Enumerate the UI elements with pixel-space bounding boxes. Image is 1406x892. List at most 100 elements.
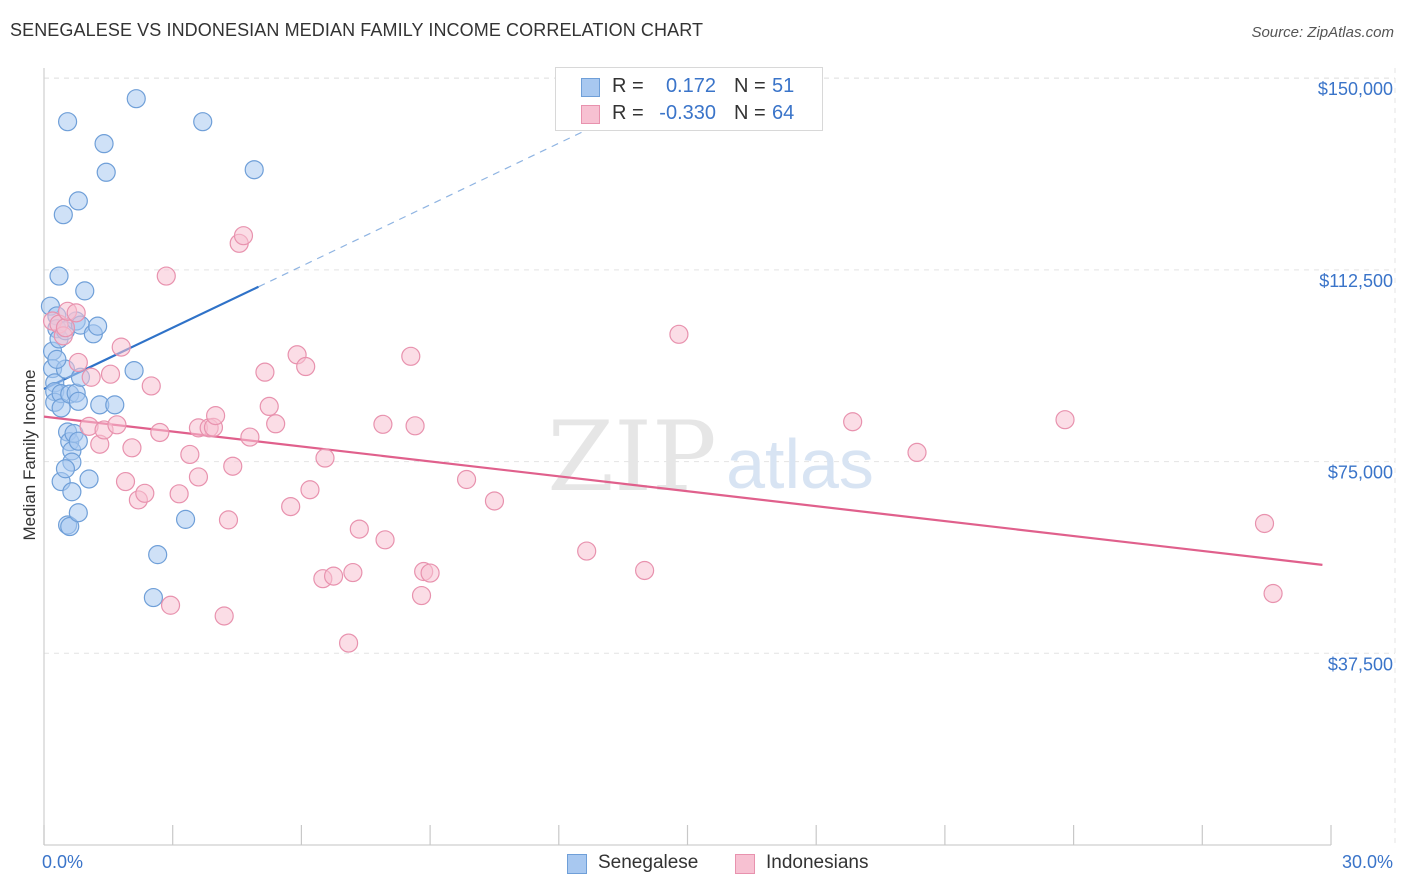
point-indonesians — [160, 595, 181, 615]
watermark-zip: ZIP — [547, 401, 716, 513]
point-senegalese — [175, 509, 196, 529]
legend-r-value: 0.172 — [665, 75, 716, 97]
x-tick-labels: 0.0% 30.0% — [42, 852, 1393, 872]
point-indonesians — [577, 541, 597, 561]
point-indonesians — [156, 266, 176, 286]
series-legend-label-senegalese: Senegalese — [598, 852, 699, 873]
point-indonesians — [338, 633, 359, 653]
point-indonesians — [373, 414, 393, 434]
point-indonesians — [266, 414, 286, 434]
chart-title: SENEGALESE VS INDONESIAN MEDIAN FAMILY I… — [10, 20, 704, 40]
legend-swatch-senegalese — [581, 78, 600, 97]
legend-row-indonesians: R = -0.330 N = 64 — [556, 102, 822, 128]
x-tick-label-max: 30.0% — [1342, 852, 1393, 872]
point-indonesians — [122, 438, 142, 458]
correlation-legend: R = 0.172 N = 51 R = -0.330 N = 64 — [555, 67, 823, 131]
point-indonesians — [218, 510, 239, 530]
point-indonesians — [180, 444, 200, 465]
y-tick-labels: $37,500 $75,000 $112,500 $150,000 — [1318, 79, 1393, 674]
point-indonesians — [1263, 583, 1283, 604]
legend-r-label: R = — [612, 75, 644, 97]
y-tick-label: $37,500 — [1328, 654, 1393, 674]
series-legend: Senegalese Indonesians — [567, 852, 887, 876]
point-senegalese — [193, 112, 213, 132]
point-indonesians — [107, 415, 127, 435]
point-indonesians — [68, 352, 88, 373]
point-indonesians — [100, 364, 121, 384]
watermark: ZIP atlas — [547, 401, 874, 513]
point-indonesians — [634, 560, 655, 581]
legend-n-value: 51 — [772, 75, 795, 97]
point-indonesians — [1254, 513, 1275, 534]
watermark-atlas: atlas — [726, 425, 874, 503]
point-indonesians — [111, 337, 131, 357]
point-indonesians — [343, 562, 363, 583]
point-senegalese — [68, 431, 88, 451]
point-senegalese — [79, 469, 99, 489]
point-senegalese — [55, 459, 76, 479]
point-indonesians — [1055, 410, 1075, 430]
gridlines — [44, 68, 1396, 845]
point-indonesians — [669, 324, 689, 344]
point-indonesians — [255, 362, 275, 382]
series-legend-swatch-senegalese — [567, 854, 587, 874]
point-indonesians — [214, 606, 234, 626]
point-indonesians — [375, 530, 395, 550]
point-senegalese — [88, 316, 108, 336]
point-senegalese — [75, 281, 95, 301]
point-indonesians — [115, 471, 136, 492]
legend-n-label: N = — [734, 102, 766, 124]
data-points — [40, 89, 1283, 653]
series-legend-swatch-indonesians — [735, 854, 755, 874]
source-label: Source: ZipAtlas.com — [1251, 24, 1394, 41]
point-senegalese — [49, 266, 69, 286]
point-indonesians — [907, 442, 927, 463]
point-indonesians — [259, 396, 279, 417]
point-senegalese — [105, 395, 125, 415]
point-indonesians — [349, 519, 369, 539]
point-senegalese — [47, 349, 67, 369]
point-indonesians — [420, 563, 440, 583]
point-senegalese — [53, 205, 73, 225]
y-tick-label: $112,500 — [1319, 271, 1393, 291]
point-indonesians — [206, 406, 226, 426]
point-indonesians — [135, 483, 155, 503]
point-senegalese — [96, 162, 116, 182]
axes — [43, 68, 1332, 846]
point-indonesians — [843, 412, 863, 432]
point-senegalese — [68, 391, 88, 411]
point-senegalese — [126, 89, 146, 109]
legend-r-value: -0.330 — [659, 102, 716, 124]
point-senegalese — [68, 191, 88, 211]
point-indonesians — [188, 467, 209, 487]
legend-swatch-indonesians — [581, 105, 600, 124]
point-indonesians — [240, 427, 260, 447]
point-senegalese — [94, 134, 114, 154]
point-indonesians — [141, 376, 161, 396]
point-indonesians — [401, 346, 421, 366]
point-indonesians — [223, 456, 243, 476]
point-indonesians — [323, 566, 344, 586]
y-tick-label: $150,000 — [1318, 79, 1393, 99]
point-senegalese — [124, 361, 144, 381]
legend-r-label: R = — [612, 102, 644, 124]
point-senegalese — [244, 160, 264, 180]
point-senegalese — [68, 503, 88, 523]
point-senegalese — [60, 516, 80, 537]
point-indonesians — [66, 303, 86, 323]
point-indonesians — [169, 484, 189, 504]
trend-extension-senegalese — [258, 111, 624, 288]
y-tick-label: $75,000 — [1328, 463, 1393, 483]
point-indonesians — [411, 585, 432, 606]
point-indonesians — [81, 367, 101, 387]
point-indonesians — [296, 356, 316, 377]
point-senegalese — [51, 398, 71, 418]
legend-n-label: N = — [734, 75, 766, 97]
point-indonesians — [484, 491, 505, 511]
point-indonesians — [456, 469, 477, 490]
point-senegalese — [57, 112, 78, 132]
point-indonesians — [315, 448, 335, 468]
point-indonesians — [300, 480, 320, 500]
point-indonesians — [405, 416, 425, 436]
